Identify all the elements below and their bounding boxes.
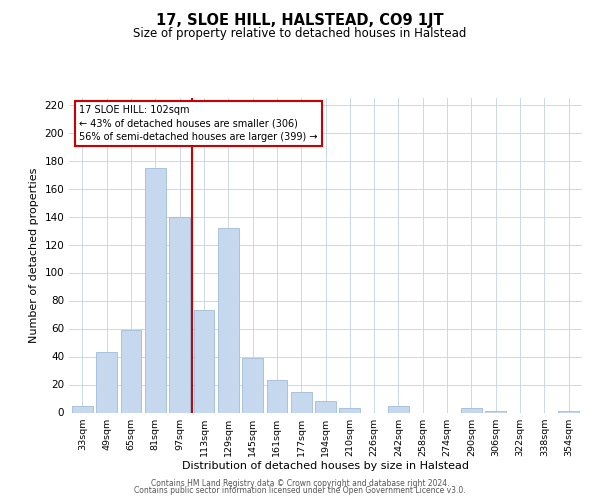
X-axis label: Distribution of detached houses by size in Halstead: Distribution of detached houses by size … bbox=[182, 462, 469, 471]
Text: 17 SLOE HILL: 102sqm
← 43% of detached houses are smaller (306)
56% of semi-deta: 17 SLOE HILL: 102sqm ← 43% of detached h… bbox=[79, 106, 318, 142]
Bar bbox=[388, 406, 409, 412]
Bar bbox=[121, 330, 142, 412]
Bar bbox=[315, 402, 336, 412]
Bar bbox=[340, 408, 360, 412]
Bar bbox=[169, 216, 190, 412]
Bar bbox=[266, 380, 287, 412]
Bar bbox=[291, 392, 311, 412]
Y-axis label: Number of detached properties: Number of detached properties bbox=[29, 168, 39, 342]
Bar bbox=[558, 411, 579, 412]
Bar bbox=[145, 168, 166, 412]
Bar bbox=[72, 406, 93, 412]
Text: 17, SLOE HILL, HALSTEAD, CO9 1JT: 17, SLOE HILL, HALSTEAD, CO9 1JT bbox=[156, 12, 444, 28]
Text: Contains HM Land Registry data © Crown copyright and database right 2024.: Contains HM Land Registry data © Crown c… bbox=[151, 478, 449, 488]
Bar bbox=[242, 358, 263, 412]
Bar bbox=[97, 352, 117, 412]
Text: Size of property relative to detached houses in Halstead: Size of property relative to detached ho… bbox=[133, 28, 467, 40]
Bar bbox=[461, 408, 482, 412]
Text: Contains public sector information licensed under the Open Government Licence v3: Contains public sector information licen… bbox=[134, 486, 466, 495]
Bar bbox=[485, 411, 506, 412]
Bar bbox=[218, 228, 239, 412]
Bar bbox=[194, 310, 214, 412]
